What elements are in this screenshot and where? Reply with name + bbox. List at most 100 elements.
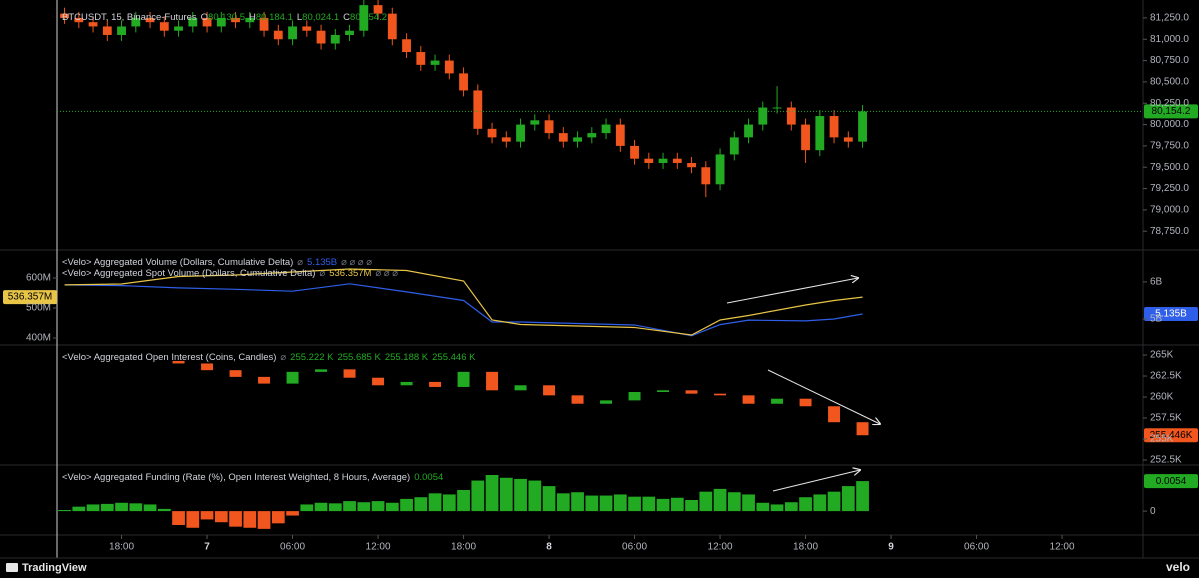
candle-body <box>587 133 597 138</box>
candle-body <box>744 124 753 138</box>
candle-body <box>685 390 698 394</box>
legend-item: ⌀ <box>319 268 325 279</box>
funding-bar <box>599 495 613 512</box>
legend-value: 80,184.1 <box>256 12 293 23</box>
legend-value: 80,024.1 <box>302 12 339 23</box>
legend-key: O <box>201 12 208 23</box>
candle-body <box>117 26 126 35</box>
funding-bar <box>514 478 527 512</box>
candle-body <box>843 137 853 142</box>
candle-body <box>573 137 582 142</box>
candle-body <box>715 154 725 185</box>
y-tick-label: 265K <box>1150 350 1174 361</box>
candle-body <box>701 167 711 185</box>
funding-bar <box>442 494 456 512</box>
funding-bar <box>414 497 428 512</box>
candle-body <box>729 137 739 155</box>
candle-body <box>60 13 69 18</box>
y-tick-label: 260K <box>1150 392 1174 403</box>
last-value-box <box>1144 307 1198 322</box>
candle-body <box>516 124 525 142</box>
funding-bar <box>314 502 328 512</box>
funding-bar <box>670 497 684 512</box>
y-tick-label: 262.5K <box>1150 371 1182 382</box>
candle-body <box>102 26 112 35</box>
candle-body <box>771 398 784 404</box>
candle-body <box>159 22 169 31</box>
legend-item: 255.685 K <box>337 352 381 363</box>
candle-body <box>672 158 682 163</box>
legend: BTCUSDT, 15, Binance-Futures O80,130.5 H80… <box>62 12 387 23</box>
legend-key: L <box>297 12 302 23</box>
funding-bar <box>186 511 200 528</box>
funding-bar <box>157 508 171 512</box>
candle-body <box>544 120 554 134</box>
candle-body <box>231 17 240 23</box>
y-tick-label: 255K <box>1150 434 1174 445</box>
x-tick-label: 12:00 <box>366 542 391 553</box>
candle-body <box>829 116 839 138</box>
candle-body <box>74 17 84 23</box>
funding-bar <box>713 488 727 512</box>
y-tick-label: 79,250.0 <box>1150 183 1189 194</box>
y-tick-label: 400M <box>26 333 51 344</box>
candle-body <box>131 17 141 27</box>
candle-body <box>430 60 440 65</box>
candle-body <box>402 39 411 53</box>
y-tick-label: 0 <box>1150 506 1156 517</box>
funding-bar <box>286 511 299 516</box>
x-tick-label: 18:00 <box>793 542 818 553</box>
y-tick-label: 6B <box>1150 277 1163 288</box>
candle-body <box>373 5 383 14</box>
y-tick-label: 600M <box>26 273 51 284</box>
funding-bar <box>471 480 485 512</box>
candle-body <box>615 124 625 146</box>
candle-body <box>216 17 226 27</box>
candle-body <box>259 17 269 31</box>
candle-body <box>457 371 470 387</box>
last-value-label: 80,154.2 <box>1152 106 1191 117</box>
funding-bar <box>214 511 228 523</box>
candle-body <box>714 393 727 396</box>
candle-body <box>229 370 242 377</box>
funding-bar <box>271 511 285 524</box>
funding-bar <box>613 494 627 512</box>
legend-item: ⌀ <box>280 352 286 363</box>
funding-bar <box>685 500 698 512</box>
candle-body <box>486 371 499 391</box>
trend-arrow <box>767 369 880 424</box>
y-tick-label: 79,500.0 <box>1150 162 1189 173</box>
last-value-label: 5.135B <box>1155 309 1187 320</box>
last-value-box <box>1144 474 1198 489</box>
candle-body <box>600 400 613 404</box>
legend-item: 536.357M <box>329 268 371 279</box>
funding-bar <box>200 511 214 520</box>
legend-key: C <box>343 12 350 23</box>
funding-bar <box>485 475 499 512</box>
candle-body <box>372 377 385 386</box>
y-tick-label: 79,000.0 <box>1150 205 1189 216</box>
funding-bar <box>385 502 399 512</box>
x-tick-label: 06:00 <box>964 542 989 553</box>
funding-bar <box>856 481 869 512</box>
x-tick-label: 06:00 <box>622 542 647 553</box>
funding-bar <box>742 494 755 512</box>
x-tick-label: 18:00 <box>109 542 134 553</box>
legend-item: ⌀ ⌀ ⌀ <box>375 268 398 279</box>
funding-bar <box>72 506 86 512</box>
x-tick-label: 7 <box>204 542 210 553</box>
candle-body <box>801 124 810 151</box>
funding-bar <box>300 504 314 512</box>
legend: <Velo> Aggregated Open Interest (Coins, … <box>62 352 476 363</box>
legend: <Velo> Aggregated Volume (Dollars, Cumul… <box>62 257 372 268</box>
legend-item: 255.446 K <box>432 352 476 363</box>
funding-bar <box>100 503 114 512</box>
candle-body <box>273 30 283 40</box>
candle-body <box>487 128 497 138</box>
last-value-box <box>1144 104 1198 119</box>
funding-bar <box>143 504 157 512</box>
candle-body <box>828 406 841 423</box>
candle-body <box>188 17 198 27</box>
funding-bar <box>243 511 257 528</box>
